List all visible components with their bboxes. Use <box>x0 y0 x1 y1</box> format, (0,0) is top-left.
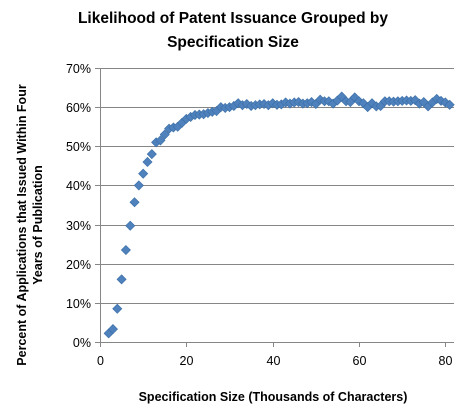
x-tick-label: 40 <box>267 354 281 368</box>
data-points <box>103 91 455 339</box>
x-tick-label: 60 <box>353 354 367 368</box>
chart-title-line-2: Specification Size <box>167 34 299 51</box>
y-tick-label: 70% <box>66 62 91 76</box>
x-tick-label: 20 <box>180 354 194 368</box>
x-axis-label: Specification Size (Thousands of Charact… <box>139 390 408 404</box>
x-tick-label: 0 <box>97 354 104 368</box>
y-tick-label: 40% <box>66 179 91 193</box>
y-tick-label: 0% <box>73 336 91 350</box>
y-tick-label: 60% <box>66 101 91 115</box>
chart-title-line-1: Likelihood of Patent Issuance Grouped by <box>78 10 388 27</box>
data-point <box>125 220 136 231</box>
data-point <box>142 156 153 167</box>
y-tick-label: 30% <box>66 219 91 233</box>
y-axis-label-line-2: Years of Publication <box>31 165 45 284</box>
data-point <box>129 197 140 208</box>
data-point <box>133 180 144 191</box>
data-point <box>444 99 455 110</box>
data-point <box>440 97 451 108</box>
y-tick-label: 50% <box>66 140 91 154</box>
y-tick-label: 10% <box>66 297 91 311</box>
y-axis-label-line-1: Percent of Applications that Issued With… <box>15 84 29 366</box>
axes <box>95 68 454 347</box>
y-tick-labels: 0% 10% 20% 30% 40% 50% 60% 70% <box>66 62 91 350</box>
data-point <box>120 244 131 256</box>
data-point <box>366 98 378 109</box>
data-point <box>107 324 118 335</box>
x-tick-label: 80 <box>439 354 453 368</box>
x-tick-labels: 0 20 40 60 80 <box>97 354 452 368</box>
data-point <box>146 149 157 160</box>
data-point <box>159 129 170 140</box>
data-point <box>138 168 149 179</box>
y-tick-label: 20% <box>66 258 91 272</box>
data-point <box>112 303 123 314</box>
data-point <box>155 135 166 146</box>
data-point <box>116 274 127 285</box>
